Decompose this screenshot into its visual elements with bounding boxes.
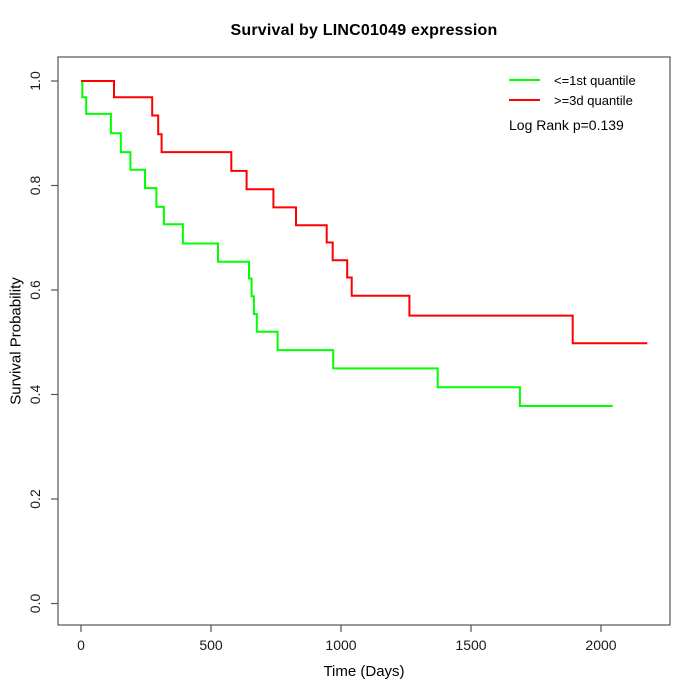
legend: <=1st quantile >=3d quantile Log Rank p=…: [509, 70, 636, 133]
legend-item-low-expression: <=1st quantile: [509, 70, 636, 90]
x-tick-label: 0: [77, 637, 85, 653]
legend-item-high-expression: >=3d quantile: [509, 90, 636, 110]
y-tick-label: 0.0: [27, 594, 43, 614]
plot-title: Survival by LINC01049 expression: [230, 22, 498, 39]
y-tick-label: 0.2: [27, 489, 43, 509]
x-tick-label: 1500: [455, 637, 486, 653]
survival-curve-high-quantile: [81, 80, 648, 345]
y-axis-label: Survival Probability: [7, 277, 25, 405]
red-line-swatch-icon: [509, 99, 540, 101]
y-tick-label: 0.4: [27, 385, 43, 405]
x-tick-label: 2000: [585, 637, 616, 653]
green-line-swatch-icon: [509, 79, 540, 81]
y-tick-label: 0.8: [27, 176, 43, 196]
y-tick-label: 1.0: [27, 71, 43, 91]
x-tick-label: 500: [199, 637, 223, 653]
x-axis-label: Time (Days): [323, 663, 405, 680]
x-tick-label: 1000: [325, 637, 356, 653]
y-tick-label: 0.6: [27, 280, 43, 300]
survival-curve-low-quantile: [81, 80, 613, 407]
legend-label-high-expression: >=3d quantile: [554, 92, 633, 108]
plot-box: [57, 56, 671, 626]
log-rank-p-value: Log Rank p=0.139: [509, 117, 624, 133]
legend-label-low-expression: <=1st quantile: [554, 72, 636, 88]
